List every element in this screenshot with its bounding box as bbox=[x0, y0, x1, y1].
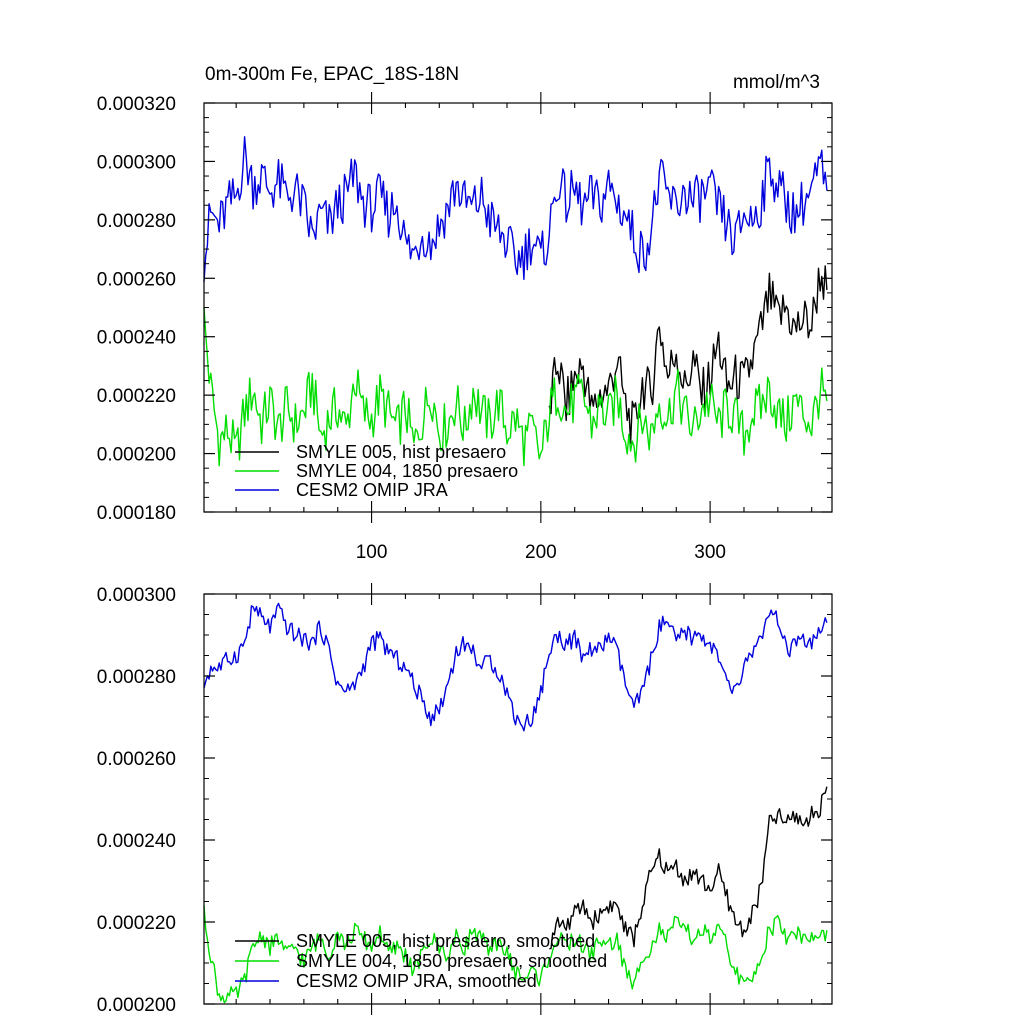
y-tick-label: 0.000220 bbox=[97, 386, 176, 407]
legend-label: SMYLE 005, hist presaero bbox=[296, 442, 506, 462]
y-tick-label: 0.000320 bbox=[97, 94, 176, 115]
series-line-1 bbox=[549, 786, 828, 950]
bottom-axis-layer: 0.000200 0.000220 0.000240 0.000260 0.000280… bbox=[97, 583, 833, 1016]
legend-label: CESM2 OMIP JRA, smoothed bbox=[296, 971, 537, 991]
y-tick-label: 0.000280 bbox=[97, 667, 176, 688]
y-tick-label: 0.000260 bbox=[97, 269, 176, 290]
series-line-3 bbox=[203, 136, 828, 282]
bottom-series-layer bbox=[203, 602, 828, 1004]
y-tick-label: 0.000180 bbox=[97, 503, 176, 524]
series-line-3 bbox=[203, 602, 828, 732]
y-tick-label: 0.000300 bbox=[97, 152, 176, 173]
y-tick-label: 0.000280 bbox=[97, 211, 176, 232]
y-tick-label: 0.000260 bbox=[97, 749, 176, 770]
y-tick-label: 0.000220 bbox=[97, 913, 176, 934]
bottom-panel: 0.000200 0.000220 0.000240 0.000260 0.000280… bbox=[97, 583, 833, 1016]
x-tick-label: 200 bbox=[525, 542, 557, 563]
top-axis-layer: 0.000180 0.000200 0.000220 0.000240 0.000260… bbox=[97, 92, 833, 563]
x-tick-label: 100 bbox=[356, 542, 388, 563]
legend-label: SMYLE 005, hist presaero, smoothed bbox=[296, 931, 595, 951]
bottom-legend: SMYLE 005, hist presaero, smoothedSMYLE … bbox=[235, 931, 607, 991]
top-panel: 0m-300m Fe, EPAC_18S-18N mmol/m^3 0.0001… bbox=[97, 64, 833, 563]
series-line-2 bbox=[203, 905, 828, 1004]
y-tick-label: 0.000240 bbox=[97, 328, 176, 349]
x-tick-label: 300 bbox=[694, 542, 726, 563]
legend-label: SMYLE 004, 1850 presaero bbox=[296, 461, 518, 481]
y-tick-label: 0.000240 bbox=[97, 831, 176, 852]
series-line-2 bbox=[203, 307, 828, 467]
series-line-1 bbox=[548, 265, 828, 445]
top-panel-units: mmol/m^3 bbox=[733, 72, 820, 93]
legend-label: SMYLE 004, 1850 presaero, smoothed bbox=[296, 951, 607, 971]
top-panel-title: 0m-300m Fe, EPAC_18S-18N bbox=[205, 64, 459, 85]
y-tick-label: 0.000200 bbox=[97, 445, 176, 466]
top-series-layer bbox=[203, 136, 828, 467]
y-tick-label: 0.000300 bbox=[97, 585, 176, 606]
legend-label: CESM2 OMIP JRA bbox=[296, 480, 448, 500]
y-tick-label: 0.000200 bbox=[97, 995, 176, 1016]
